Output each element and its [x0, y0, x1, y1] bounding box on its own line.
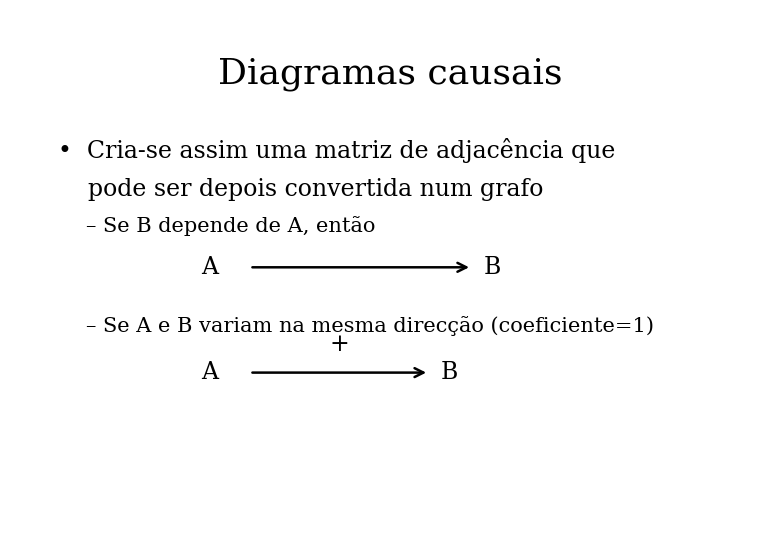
- Text: B: B: [441, 361, 458, 384]
- Text: Diagramas causais: Diagramas causais: [218, 57, 562, 91]
- Text: +: +: [329, 333, 349, 356]
- Text: •  Cria-se assim uma matriz de adjacência que: • Cria-se assim uma matriz de adjacência…: [58, 138, 616, 163]
- Text: B: B: [484, 256, 501, 279]
- Text: pode ser depois convertida num grafo: pode ser depois convertida num grafo: [58, 178, 544, 201]
- Text: – Se B depende de A, então: – Se B depende de A, então: [86, 216, 375, 236]
- Text: A: A: [201, 256, 218, 279]
- Text: A: A: [201, 361, 218, 384]
- Text: – Se A e B variam na mesma direcção (coeficiente=1): – Se A e B variam na mesma direcção (coe…: [86, 316, 654, 336]
